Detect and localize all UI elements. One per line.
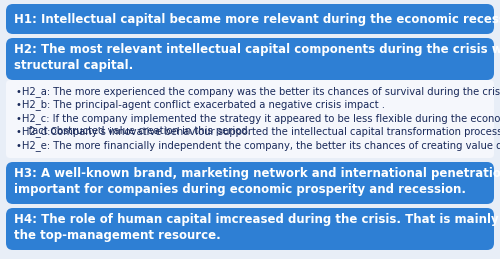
Text: •H2_e: The more financially independent the company, the better its chances of c: •H2_e: The more financially independent … xyxy=(16,140,500,151)
Text: H2: The most relevant intellectual capital components during the crisis were rel: H2: The most relevant intellectual capit… xyxy=(14,42,500,71)
FancyBboxPatch shape xyxy=(6,38,494,80)
FancyBboxPatch shape xyxy=(6,162,494,204)
Text: •H2_c: If the company implemented the strategy it appeared to be less flexible d: •H2_c: If the company implemented the st… xyxy=(16,113,500,136)
FancyBboxPatch shape xyxy=(6,80,494,158)
Text: H3: A well-known brand, marketing network and international penetration were equ: H3: A well-known brand, marketing networ… xyxy=(14,167,500,196)
Text: H4: The role of human capital imcreased during the crisis. That is mainly attrib: H4: The role of human capital imcreased … xyxy=(14,212,500,241)
Text: •H2_b: The principal-agent conflict exacerbated a negative crisis impact .: •H2_b: The principal-agent conflict exac… xyxy=(16,99,385,110)
FancyBboxPatch shape xyxy=(6,4,494,34)
Text: •H2_a: The more experienced the company was the better its chances of survival d: •H2_a: The more experienced the company … xyxy=(16,86,500,97)
Text: •H2_d:Company’s innovative behaviour supported the intellectual capital transfor: •H2_d:Company’s innovative behaviour sup… xyxy=(16,126,500,138)
Text: H1: Intellectual capital became more relevant during the economic recession.: H1: Intellectual capital became more rel… xyxy=(14,12,500,25)
FancyBboxPatch shape xyxy=(6,208,494,250)
